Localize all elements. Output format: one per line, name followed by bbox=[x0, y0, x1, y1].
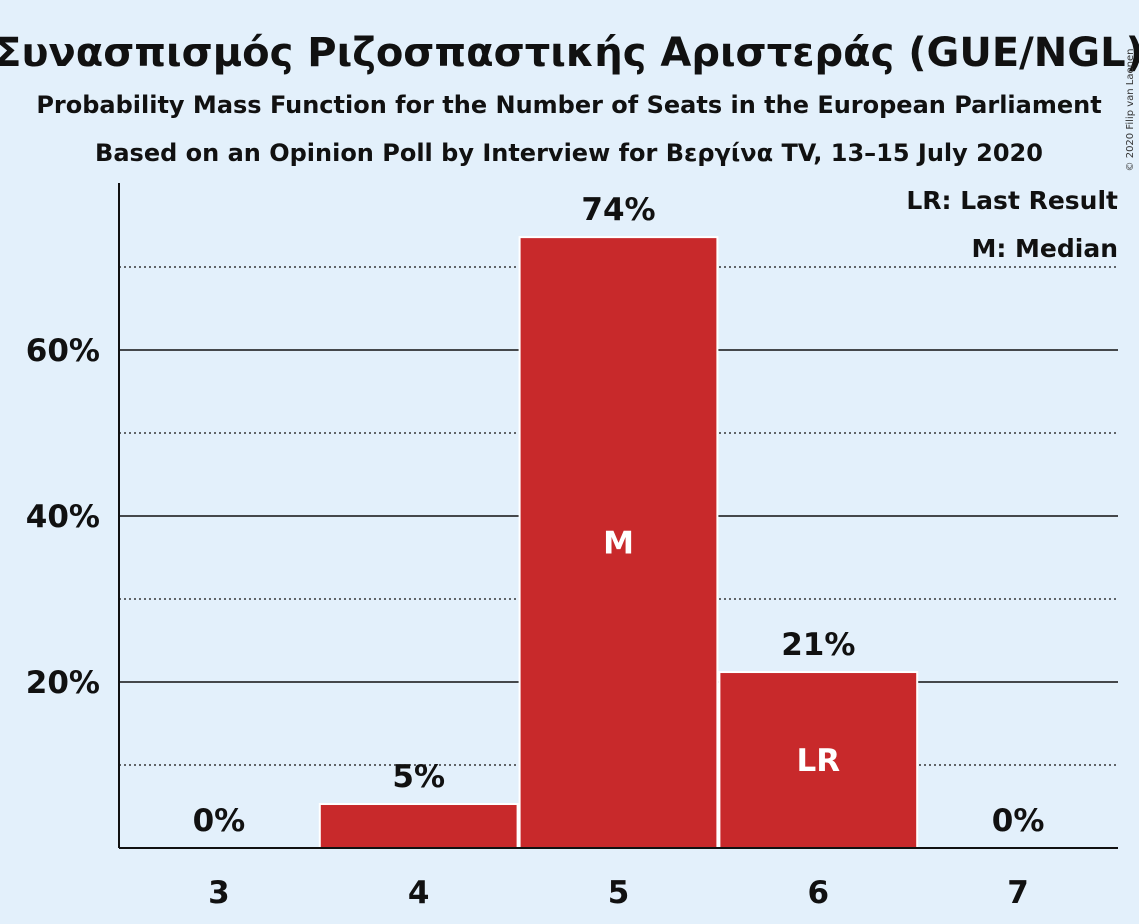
data-label: 5% bbox=[392, 759, 445, 795]
chart-subtitle: Probability Mass Function for the Number… bbox=[36, 91, 1101, 119]
legend-median: M: Median bbox=[971, 234, 1118, 263]
median-marker: M bbox=[603, 526, 634, 562]
labels: 20% 40% 60% 3 4 5 6 7 0% 5% 74% M 21% LR 0% bbox=[26, 192, 1045, 911]
x-tick-label: 7 bbox=[1007, 875, 1029, 911]
x-tick-label: 5 bbox=[608, 875, 630, 911]
last-result-marker: LR bbox=[796, 743, 840, 779]
chart-subtitle-source: Based on an Opinion Poll by Interview fo… bbox=[95, 139, 1043, 167]
y-tick-label: 60% bbox=[26, 333, 100, 369]
copyright-notice: © 2020 Filip van Laenen bbox=[1125, 49, 1136, 172]
data-label: 74% bbox=[581, 192, 655, 228]
axes bbox=[118, 183, 1118, 849]
x-tick-label: 4 bbox=[408, 875, 430, 911]
legend-last-result: LR: Last Result bbox=[906, 186, 1118, 215]
data-label: 0% bbox=[193, 803, 246, 839]
bar-seats-6 bbox=[718, 671, 919, 849]
chart-title: Συνασπισμός Ριζοσπαστικής Αριστεράς (GUE… bbox=[0, 30, 1139, 76]
x-tick-label: 6 bbox=[808, 875, 830, 911]
x-tick-label: 3 bbox=[208, 875, 230, 911]
y-tick-label: 40% bbox=[26, 499, 100, 535]
bars bbox=[318, 236, 919, 850]
bar-seats-5 bbox=[518, 236, 719, 849]
bar-seats-4 bbox=[318, 803, 519, 850]
y-tick-label: 20% bbox=[26, 665, 100, 701]
data-label: 21% bbox=[781, 627, 855, 663]
data-label: 0% bbox=[992, 803, 1045, 839]
